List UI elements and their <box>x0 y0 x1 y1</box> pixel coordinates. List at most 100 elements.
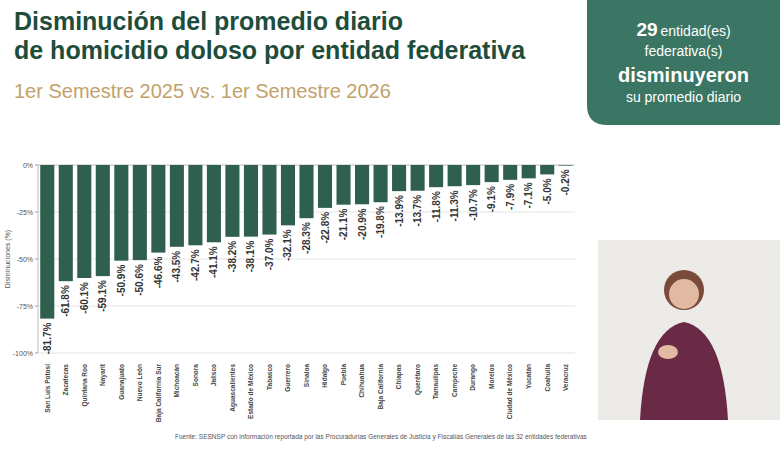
category-label: Campeche <box>451 364 459 397</box>
category-label: Sinaloa <box>303 364 310 388</box>
grid-line <box>38 353 575 354</box>
interpreter-hands <box>658 345 678 359</box>
bar <box>522 165 536 178</box>
data-label: -60.1% <box>79 282 90 314</box>
callout-line: federativa(s) <box>645 43 723 59</box>
subtitle: 1er Semestre 2025 vs. 1er Semestre 2026 <box>14 80 391 102</box>
callout-line: disminuyeron <box>618 64 749 86</box>
data-label: -38.2% <box>227 241 238 273</box>
bar <box>40 165 54 319</box>
data-label: -0.2% <box>560 169 571 195</box>
category-label: Puebla <box>340 364 347 386</box>
data-label: -9.1% <box>486 186 497 212</box>
bar <box>374 165 388 202</box>
bar <box>96 165 110 276</box>
data-label: -11.3% <box>449 190 460 221</box>
category-label: Zacatecas <box>62 364 69 396</box>
data-label: -41.1% <box>208 246 219 278</box>
bar <box>466 165 480 185</box>
category-label: Veracruz <box>562 363 569 391</box>
data-label: -22.8% <box>320 212 331 244</box>
grid-line <box>38 306 575 307</box>
data-label: -20.9% <box>357 208 368 240</box>
data-label: -13.9% <box>394 195 405 227</box>
data-label: -7.9% <box>505 184 516 210</box>
bar <box>336 165 350 205</box>
data-label: -7.1% <box>523 182 534 208</box>
category-label: Nayarit <box>99 363 107 386</box>
bar <box>429 165 443 187</box>
category-label: Tabasco <box>266 364 273 390</box>
bar <box>225 165 239 237</box>
bar <box>188 165 202 245</box>
chart: Disminución del promedio diariode homici… <box>0 0 780 470</box>
background <box>0 0 780 470</box>
bar <box>207 165 221 242</box>
category-label: Chihuahua <box>358 364 365 398</box>
bar <box>151 165 165 253</box>
category-label: Jalisco <box>210 364 217 386</box>
data-label: -61.8% <box>60 285 71 317</box>
category-label: San Luis Potosí <box>44 364 51 413</box>
y-axis-title: Disminuciones (%) <box>4 230 12 288</box>
bar <box>244 165 258 237</box>
bar <box>133 165 147 260</box>
bar <box>355 165 369 204</box>
callout-count: 29 <box>636 19 657 40</box>
category-label: Estado de México <box>247 364 254 419</box>
bar <box>299 165 313 218</box>
tick-label: -75% <box>17 303 33 310</box>
category-label: Baja California <box>377 364 385 410</box>
category-label: Yucatán <box>525 364 532 389</box>
category-label: Baja California Sur <box>155 364 163 423</box>
interpreter-background <box>598 240 780 420</box>
bar <box>318 165 332 208</box>
bar <box>559 165 573 166</box>
data-label: -37.0% <box>264 238 275 270</box>
callout-line: 29entidad(es) <box>636 19 730 40</box>
data-label: -50.9% <box>116 265 127 297</box>
title: de homicidio doloso por entidad federati… <box>14 36 526 64</box>
category-label: Guanajuato <box>118 364 126 400</box>
category-label: Sonora <box>192 364 199 387</box>
data-label: -32.1% <box>282 229 293 261</box>
category-label: Quintana Roo <box>81 364 89 407</box>
bar <box>170 165 184 247</box>
data-label: -50.6% <box>134 264 145 296</box>
category-label: Nuevo León <box>136 364 143 401</box>
data-label: -46.6% <box>153 257 164 289</box>
tick-label: -100% <box>13 350 33 357</box>
category-label: Durango <box>469 364 477 391</box>
interpreter-face <box>669 279 699 309</box>
data-label: -19.8% <box>375 206 386 238</box>
data-label: -43.5% <box>171 251 182 283</box>
bar <box>485 165 499 182</box>
data-label: -28.3% <box>301 222 312 254</box>
data-label: -13.7% <box>412 195 423 227</box>
tick-label: -25% <box>17 209 33 216</box>
data-label: -38.1% <box>245 241 256 273</box>
category-label: Michoacán <box>173 364 180 398</box>
data-label: -42.7% <box>190 249 201 281</box>
interpreter-panel <box>598 240 780 420</box>
bar <box>503 165 517 180</box>
bar <box>262 165 276 235</box>
category-label: Morelos <box>488 364 495 389</box>
category-label: Aguascalientes <box>229 364 237 412</box>
callout-text: entidad(es) <box>661 23 731 39</box>
y-axis <box>38 165 39 353</box>
category-label: Coahuila <box>544 364 551 392</box>
data-label: -59.1% <box>97 280 108 312</box>
bar <box>448 165 462 186</box>
callout-line: su promedio diario <box>626 89 741 105</box>
data-label: -81.7% <box>42 322 53 354</box>
bar <box>540 165 554 174</box>
bars <box>40 165 573 319</box>
category-label: Tamaulipas <box>432 364 440 400</box>
callout-box <box>587 0 780 125</box>
category-label: Ciudad de México <box>506 364 513 419</box>
interpreter-body <box>640 322 728 420</box>
interpreter-head <box>664 270 704 310</box>
category-label: Hidalgo <box>321 364 329 388</box>
tick-label: 0% <box>23 162 33 169</box>
